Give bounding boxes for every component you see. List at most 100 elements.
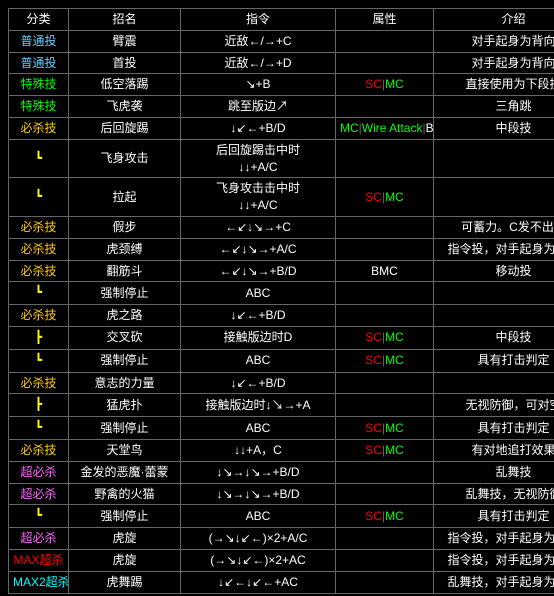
cell-movename: 首投 xyxy=(69,52,181,74)
cell-description: 具有打击判定 xyxy=(434,505,554,528)
cell-command: 后回旋踢击中时↓↓+A/C xyxy=(181,139,336,178)
cell-attribute: SC|MC xyxy=(336,326,434,349)
cell-attribute xyxy=(336,528,434,550)
move-row: ┣猛虎扑接触版边时↓↘→+A无视防御，可对空 xyxy=(9,394,554,417)
cell-category: 超必杀 xyxy=(9,461,69,483)
cell-description: 指令投，对手起身为背向 xyxy=(434,238,554,260)
cell-command: (→↘↓↙←)×2+AC xyxy=(181,549,336,571)
cell-description xyxy=(434,372,554,394)
cell-category: 必杀技 xyxy=(9,372,69,394)
cell-movename: 强制停止 xyxy=(69,505,181,528)
cell-movename: 假步 xyxy=(69,216,181,238)
cell-movename: 虎旋 xyxy=(69,549,181,571)
cell-description: 三角跳 xyxy=(434,96,554,118)
cell-description: 指令投，对手起身为背向 xyxy=(434,528,554,550)
cell-command: ↓↘→↓↘→+B/D xyxy=(181,483,336,505)
cell-command: ↘+B xyxy=(181,74,336,96)
cell-movename: 猛虎扑 xyxy=(69,394,181,417)
move-row: 必杀技后回旋踢↓↙←+B/DMC|Wire Attack|BMC中段技 xyxy=(9,117,554,139)
cell-attribute xyxy=(336,30,434,52)
cell-attribute xyxy=(336,282,434,305)
move-row: MAX超杀虎旋(→↘↓↙←)×2+AC指令投，对手起身为背向 xyxy=(9,549,554,571)
cell-attribute xyxy=(336,483,434,505)
cell-description: 对手起身为背向 xyxy=(434,52,554,74)
move-row: ┗强制停止ABCSC|MC具有打击判定 xyxy=(9,505,554,528)
cell-attribute: SC|MC xyxy=(336,417,434,440)
move-row: 普通投首投近敌←/→+D对手起身为背向 xyxy=(9,52,554,74)
move-row: ┗飞身攻击后回旋踢击中时↓↓+A/C xyxy=(9,139,554,178)
move-row: 必杀技虎颈缚←↙↓↘→+A/C指令投，对手起身为背向 xyxy=(9,238,554,260)
cell-attribute xyxy=(336,139,434,178)
move-row: 必杀技意志的力量↓↙←+B/D xyxy=(9,372,554,394)
cell-description xyxy=(434,282,554,305)
cell-movename: 野禽的火猫 xyxy=(69,483,181,505)
cell-description xyxy=(434,139,554,178)
cell-category: MAX超杀 xyxy=(9,549,69,571)
cell-attribute: SC|MC xyxy=(336,178,434,217)
cell-category: MAX2超杀 xyxy=(9,571,69,593)
cell-description: 无视防御，可对空 xyxy=(434,394,554,417)
cell-description: 中段技 xyxy=(434,326,554,349)
cell-command: ABC xyxy=(181,417,336,440)
move-row: 必杀技虎之路↓↙←+B/D xyxy=(9,305,554,327)
header-description: 介绍 xyxy=(434,9,554,31)
header-attribute: 属性 xyxy=(336,9,434,31)
cell-category: 必杀技 xyxy=(9,117,69,139)
cell-attribute xyxy=(336,96,434,118)
cell-command: ABC xyxy=(181,282,336,305)
cell-category: 特殊技 xyxy=(9,74,69,96)
cell-command: 飞身攻击击中时↓↓+A/C xyxy=(181,178,336,217)
move-row: 普通投臂震近敌←/→+C对手起身为背向 xyxy=(9,30,554,52)
cell-movename: 虎舞踢 xyxy=(69,571,181,593)
cell-command: ABC xyxy=(181,505,336,528)
cell-attribute xyxy=(336,372,434,394)
cell-category: ┗ xyxy=(9,282,69,305)
cell-movename: 虎之路 xyxy=(69,305,181,327)
cell-description: 移动投 xyxy=(434,260,554,282)
cell-attribute: SC|MC xyxy=(336,349,434,372)
cell-description: 中段技 xyxy=(434,117,554,139)
cell-description: 对手起身为背向 xyxy=(434,30,554,52)
cell-attribute xyxy=(336,571,434,593)
cell-command: (→↘↓↙←)×2+A/C xyxy=(181,528,336,550)
cell-attribute xyxy=(336,52,434,74)
cell-movename: 虎旋 xyxy=(69,528,181,550)
cell-description: 具有打击判定 xyxy=(434,417,554,440)
cell-movename: 飞虎袭 xyxy=(69,96,181,118)
cell-category: ┣ xyxy=(9,394,69,417)
cell-description: 具有打击判定 xyxy=(434,349,554,372)
move-row: ┗强制停止ABCSC|MC具有打击判定 xyxy=(9,417,554,440)
cell-movename: 臂震 xyxy=(69,30,181,52)
cell-category: 必杀技 xyxy=(9,216,69,238)
move-row: 超必杀金发的恶魔·蕾蒙↓↘→↓↘→+B/D乱舞技 xyxy=(9,461,554,483)
cell-command: 接触版边时D xyxy=(181,326,336,349)
move-row: 必杀技假步←↙↓↘→+C可蓄力。C发不出招 xyxy=(9,216,554,238)
cell-attribute xyxy=(336,238,434,260)
cell-command: ABC xyxy=(181,349,336,372)
cell-movename: 虎颈缚 xyxy=(69,238,181,260)
cell-attribute xyxy=(336,394,434,417)
cell-attribute: SC|MC xyxy=(336,439,434,461)
header-command: 指令 xyxy=(181,9,336,31)
cell-description: 乱舞技，对手起身为背向 xyxy=(434,571,554,593)
cell-movename: 交叉砍 xyxy=(69,326,181,349)
cell-attribute xyxy=(336,216,434,238)
cell-category: ┗ xyxy=(9,349,69,372)
cell-attribute: BMC xyxy=(336,260,434,282)
cell-command: ↓↙←+B/D xyxy=(181,305,336,327)
cell-category: 特殊技 xyxy=(9,96,69,118)
cell-command: ←↙↓↘→+A/C xyxy=(181,238,336,260)
cell-attribute: SC|MC xyxy=(336,505,434,528)
header-category: 分类 xyxy=(9,9,69,31)
cell-description: 直接使用为下段技 xyxy=(434,74,554,96)
cell-movename: 低空落踢 xyxy=(69,74,181,96)
cell-attribute xyxy=(336,461,434,483)
cell-category: ┗ xyxy=(9,505,69,528)
cell-category: 超必杀 xyxy=(9,528,69,550)
cell-command: ↓↙←+B/D xyxy=(181,372,336,394)
cell-movename: 金发的恶魔·蕾蒙 xyxy=(69,461,181,483)
move-row: 必杀技翻筋斗←↙↓↘→+B/DBMC移动投 xyxy=(9,260,554,282)
cell-movename: 拉起 xyxy=(69,178,181,217)
cell-category: ┗ xyxy=(9,178,69,217)
cell-category: 普通投 xyxy=(9,30,69,52)
